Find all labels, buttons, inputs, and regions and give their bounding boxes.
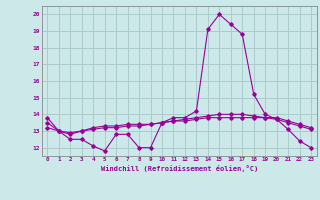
X-axis label: Windchill (Refroidissement éolien,°C): Windchill (Refroidissement éolien,°C) — [100, 165, 258, 172]
